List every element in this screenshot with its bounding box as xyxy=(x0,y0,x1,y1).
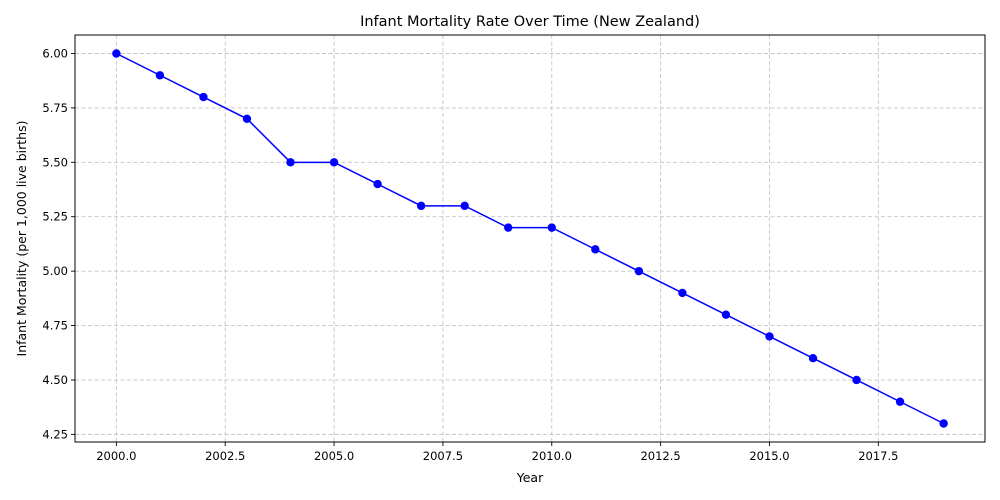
data-point xyxy=(765,332,774,341)
data-point xyxy=(678,288,687,298)
data-point xyxy=(852,375,861,385)
x-axis-title: Year xyxy=(516,470,544,485)
data-point xyxy=(155,71,165,80)
x-axis: 2000.0 2002.5 2005.0 2007.5 2010.0 2012.5 2015… xyxy=(96,442,898,463)
data-point xyxy=(242,114,252,123)
data-point xyxy=(460,201,469,211)
y-tick-label: 5.00 xyxy=(42,264,68,278)
data-point xyxy=(895,397,905,406)
data-point xyxy=(286,158,295,167)
y-tick-label: 4.50 xyxy=(42,373,68,387)
data-point xyxy=(329,158,339,167)
data-point xyxy=(373,179,382,189)
x-tick-label: 2010.0 xyxy=(532,449,572,463)
data-point xyxy=(547,223,556,232)
x-tick-label: 2007.5 xyxy=(423,449,463,463)
series-line xyxy=(116,52,944,425)
series-layer xyxy=(112,49,948,428)
data-point xyxy=(504,223,513,232)
y-tick-label: 4.75 xyxy=(42,319,68,333)
plot-area-frame xyxy=(74,34,986,443)
data-point xyxy=(199,92,208,102)
y-tick-label: 4.25 xyxy=(42,427,68,441)
x-tick-label: 2002.5 xyxy=(205,449,245,463)
y-tick-label: 6.00 xyxy=(42,47,68,61)
data-point xyxy=(721,310,731,319)
y-axis: 4.25 4.50 4.75 5.00 5.25 5.50 5.75 6.00 xyxy=(42,47,75,441)
y-tick-label: 5.75 xyxy=(42,101,68,115)
y-tick-label: 5.50 xyxy=(42,155,68,169)
x-tick-label: 2015.0 xyxy=(749,449,789,463)
data-point xyxy=(939,419,948,428)
x-tick-label: 2012.5 xyxy=(640,449,680,463)
grid-lines xyxy=(75,35,985,442)
x-tick-label: 2000.0 xyxy=(96,449,136,463)
data-point xyxy=(416,201,426,211)
x-tick-label: 2017.5 xyxy=(858,449,898,463)
chart-title: Infant Mortality Rate Over Time (New Zea… xyxy=(360,14,700,30)
y-axis-title: Infant Mortality (per 1,000 live births) xyxy=(14,121,29,357)
data-point xyxy=(808,354,818,363)
data-point xyxy=(634,266,644,276)
data-point xyxy=(591,245,600,254)
data-point xyxy=(112,49,121,58)
y-tick-label: 5.25 xyxy=(42,210,68,224)
x-tick-label: 2005.0 xyxy=(314,449,354,463)
